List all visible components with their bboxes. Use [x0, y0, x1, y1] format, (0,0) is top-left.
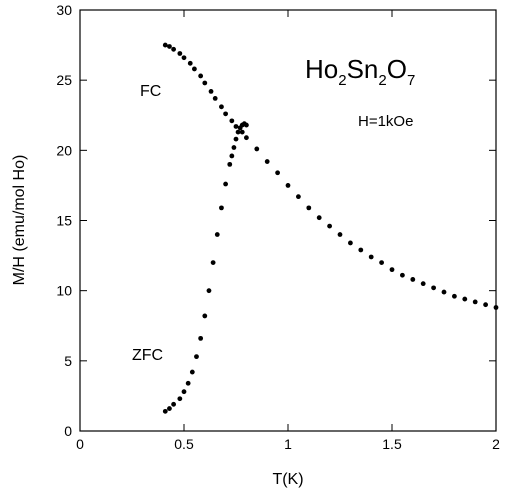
zfc-point: [219, 205, 224, 211]
field-annotation: H=1kOe: [358, 113, 413, 130]
fc-label: FC: [140, 83, 161, 100]
y-tick-label: 25: [56, 72, 72, 88]
fc-point: [202, 80, 208, 86]
fc-point: [327, 223, 332, 229]
data-points: [162, 42, 499, 414]
fc-point: [348, 240, 353, 246]
fc-point: [233, 124, 239, 129]
zfc-point: [233, 136, 239, 142]
fc-point: [208, 88, 214, 94]
fc-point: [198, 73, 204, 79]
fc-point: [223, 111, 229, 117]
zfc-point: [202, 313, 208, 319]
x-axis-label: T(K): [272, 471, 303, 488]
x-tick-label: 0.5: [174, 436, 194, 452]
fc-point: [358, 247, 364, 253]
zfc-point: [235, 129, 241, 135]
y-tick-label: 30: [56, 2, 72, 18]
zfc-point: [177, 396, 183, 402]
compound-formula: Ho2Sn2O7: [305, 54, 415, 89]
fc-point: [244, 135, 249, 141]
zfc-point: [189, 369, 195, 375]
fc-point: [219, 104, 224, 110]
fc-point: [285, 183, 291, 188]
x-tick-label: 1: [284, 436, 292, 452]
fc-point: [167, 44, 172, 49]
y-tick-label: 5: [64, 353, 72, 369]
zfc-point: [244, 122, 249, 128]
fc-point: [162, 42, 168, 48]
y-tick-label: 0: [64, 423, 72, 439]
fc-point: [410, 277, 416, 282]
fc-point: [462, 296, 468, 302]
zfc-point: [227, 161, 233, 167]
fc-point: [431, 285, 436, 291]
zfc-point: [181, 389, 187, 395]
y-axis-label: M/H (emu/mol Ho): [11, 155, 28, 286]
fc-point: [239, 129, 245, 135]
fc-point: [337, 232, 343, 237]
fc-point: [389, 267, 395, 273]
plot-frame: [79, 9, 497, 432]
fc-point: [472, 299, 478, 305]
zfc-point: [162, 408, 168, 414]
fc-point: [379, 260, 384, 265]
fc-point: [229, 118, 235, 124]
zfc-point: [223, 181, 229, 187]
fc-point: [493, 305, 499, 310]
fc-point: [275, 170, 280, 176]
fc-point: [212, 96, 218, 101]
fc-point: [368, 254, 374, 260]
x-tick-label: 1.5: [382, 436, 402, 452]
zfc-point: [167, 406, 172, 411]
fc-point: [171, 46, 177, 52]
y-tick-label: 10: [56, 283, 72, 299]
zfc-point: [214, 232, 220, 237]
fc-point: [441, 289, 447, 295]
axis-ticks: [79, 9, 497, 432]
fc-point: [192, 66, 197, 72]
fc-point: [452, 293, 457, 299]
fc-point: [420, 281, 426, 287]
zfc-point: [229, 153, 235, 159]
zfc-point: [185, 380, 191, 386]
x-tick-label: 2: [492, 436, 500, 452]
zfc-point: [210, 260, 216, 265]
fc-point: [306, 205, 312, 211]
y-tick-label: 15: [56, 213, 72, 229]
fc-point: [316, 215, 322, 221]
fc-point: [483, 302, 488, 308]
zfc-point: [194, 354, 199, 360]
zfc-point: [206, 288, 212, 294]
fc-point: [181, 55, 187, 61]
zfc-point: [231, 145, 237, 150]
x-tick-label: 0: [76, 436, 84, 452]
fc-point: [400, 272, 405, 278]
fc-point: [177, 51, 183, 56]
zfc-point: [171, 401, 177, 407]
y-tick-label: 20: [56, 142, 72, 158]
fc-point: [296, 194, 301, 200]
fc-point: [264, 159, 270, 164]
fc-point: [187, 60, 193, 66]
fc-point: [254, 146, 260, 152]
zfc-point: [198, 335, 204, 341]
zfc-label: ZFC: [132, 347, 163, 364]
